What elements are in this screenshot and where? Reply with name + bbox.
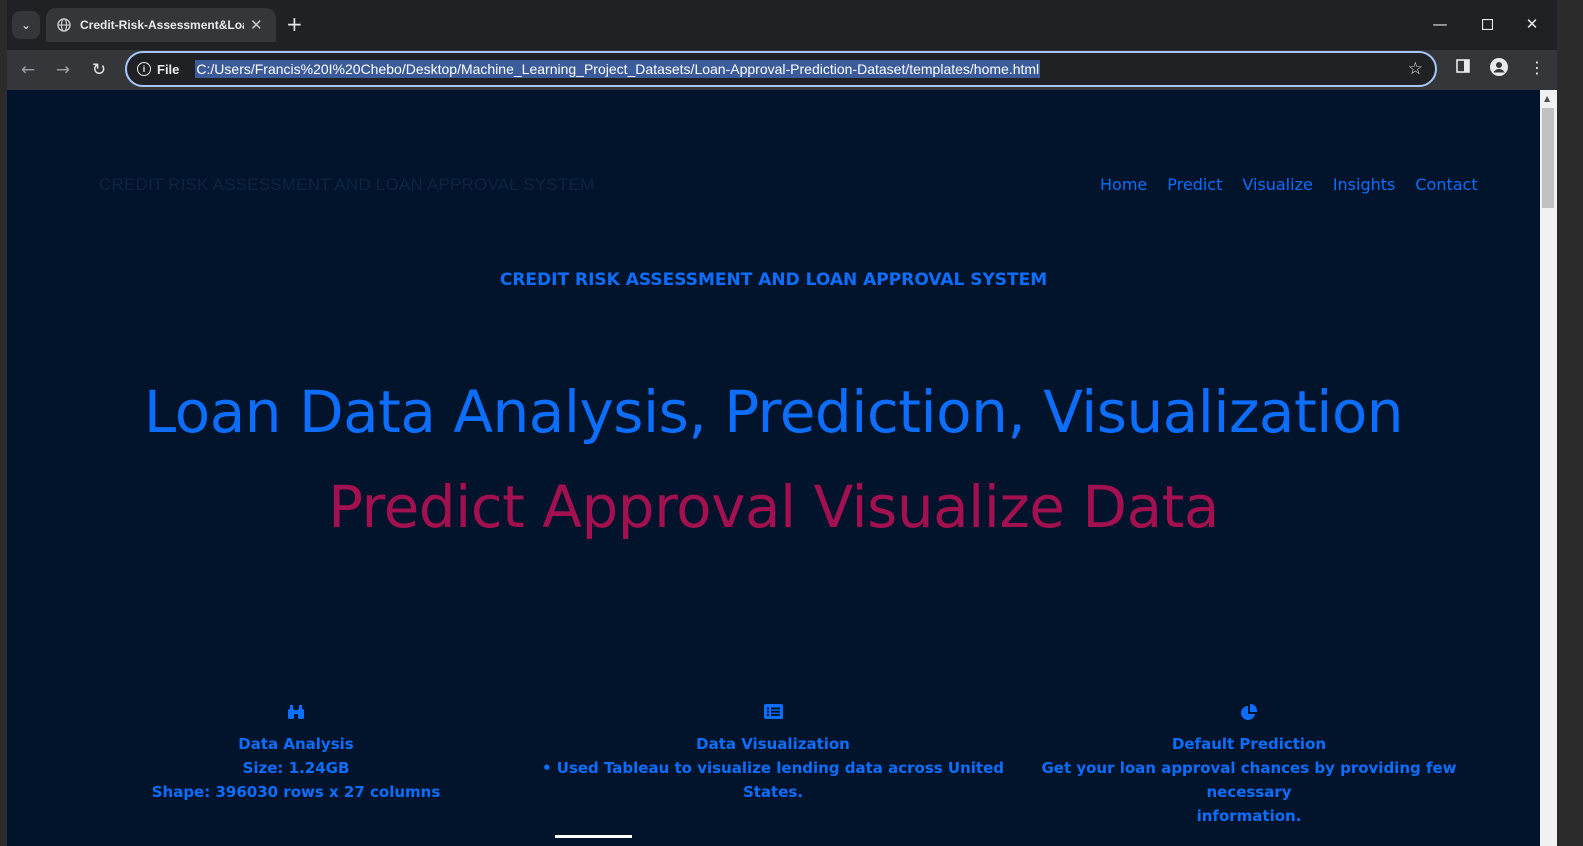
nav-predict[interactable]: Predict <box>1167 175 1223 194</box>
minimize-icon[interactable]: — <box>1432 15 1448 33</box>
tab-search-button[interactable]: ⌄ <box>12 11 40 39</box>
main-nav: Home Predict Visualize Insights Contact <box>1100 175 1478 194</box>
navbar-brand[interactable]: CREDIT RISK ASSESSMENT AND LOAN APPROVAL… <box>99 175 595 194</box>
url-text[interactable]: C:/Users/Francis%20I%20Chebo/Desktop/Mac… <box>195 60 1041 78</box>
page-subtitle: CREDIT RISK ASSESSMENT AND LOAN APPROVAL… <box>499 270 1048 290</box>
maximize-icon[interactable] <box>1472 10 1502 38</box>
new-tab-icon[interactable]: + <box>286 12 303 36</box>
nav-home[interactable]: Home <box>1100 175 1148 194</box>
menu-kebab-icon[interactable]: ⋮ <box>1529 58 1545 77</box>
browser-tab-bar: ⌄ Credit-Risk-Assessment&Loan-Approval ✕… <box>7 0 1557 50</box>
browser-tab[interactable]: Credit-Risk-Assessment&Loan-Approval ✕ <box>46 8 276 42</box>
nav-contact[interactable]: Contact <box>1415 175 1478 194</box>
tab-title: Credit-Risk-Assessment&Loan-Approval <box>80 18 244 32</box>
scrollbar-thumb[interactable] <box>1542 108 1554 208</box>
info-icon: i <box>137 62 151 76</box>
reload-icon[interactable]: ↻ <box>91 60 107 80</box>
forward-icon[interactable]: → <box>55 60 71 80</box>
browser-toolbar: ← → ↻ i File C:/Users/Francis%20I%20Cheb… <box>7 50 1557 90</box>
feature-data-visualization: Data Visualization • Used Tableau to vis… <box>536 704 1010 804</box>
feature-title: Data Visualization <box>696 735 850 753</box>
back-icon[interactable]: ← <box>20 60 36 80</box>
site-chip-label: File <box>157 61 180 77</box>
desktop-right-edge <box>1557 0 1583 846</box>
side-panel-icon[interactable] <box>1456 58 1470 77</box>
desktop-left-edge <box>0 0 7 846</box>
feature-line: Size: 1.24GB <box>242 759 350 777</box>
chevron-down-icon: ⌄ <box>20 18 32 32</box>
feature-title: Default Prediction <box>1171 735 1327 753</box>
binoculars-icon <box>145 704 447 724</box>
feature-line: Shape: 396030 rows x 27 columns <box>151 783 441 801</box>
page-viewport: CREDIT RISK ASSESSMENT AND LOAN APPROVAL… <box>7 90 1540 846</box>
nav-visualize[interactable]: Visualize <box>1242 175 1313 194</box>
feature-line: Get your loan approval chances by provid… <box>1041 759 1457 801</box>
hero-heading: Loan Data Analysis, Prediction, Visualiz… <box>143 378 1404 446</box>
list-alt-icon <box>536 704 1010 724</box>
feature-line: information. <box>1196 807 1302 825</box>
feature-default-prediction: Default Prediction Get your loan approva… <box>1023 704 1475 828</box>
bookmark-star-icon[interactable]: ☆ <box>1407 59 1423 79</box>
hero-tagline: Predict Approval Visualize Data <box>328 473 1219 541</box>
profile-icon[interactable] <box>1490 58 1508 80</box>
pie-chart-icon <box>1023 704 1475 724</box>
close-window-icon[interactable]: ✕ <box>1525 15 1539 33</box>
feature-data-analysis: Data Analysis Size: 1.24GB Shape: 396030… <box>145 704 447 804</box>
nav-insights[interactable]: Insights <box>1332 175 1396 194</box>
close-tab-icon[interactable]: ✕ <box>250 16 263 34</box>
bottom-marker <box>555 835 632 838</box>
globe-icon <box>57 18 71 32</box>
scroll-up-icon[interactable]: ▲ <box>1544 94 1551 103</box>
address-bar[interactable]: i File C:/Users/Francis%20I%20Chebo/Desk… <box>125 51 1437 87</box>
feature-title: Data Analysis <box>238 735 354 753</box>
site-info-chip[interactable]: i File <box>137 62 179 77</box>
feature-line: • Used Tableau to visualize lending data… <box>541 759 1005 801</box>
page-scrollbar[interactable]: ▲ <box>1540 90 1557 846</box>
